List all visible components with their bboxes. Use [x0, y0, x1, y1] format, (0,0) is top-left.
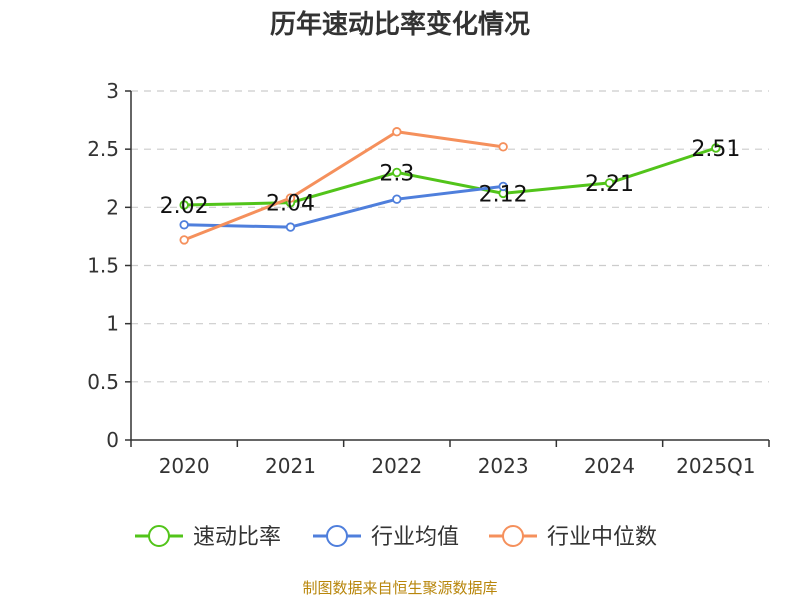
y-tick-label: 0 — [106, 428, 119, 452]
chart-title: 历年速动比率变化情况 — [270, 9, 530, 40]
axes: 0 0.5 1 1.5 2 2.5 3 2020 2021 2022 2023 2024 2025Q1 — [87, 79, 770, 478]
x-tick-label: 2025Q1 — [676, 454, 755, 478]
data-labels: 2.02 2.04 2.3 2.12 2.21 2.51 — [160, 137, 741, 219]
legend-marker — [502, 525, 524, 547]
data-point — [498, 142, 508, 152]
data-label: 2.02 — [160, 194, 209, 219]
legend-item-3: 行业中位数 — [489, 525, 657, 550]
data-point — [392, 127, 402, 137]
data-label: 2.21 — [585, 172, 634, 197]
y-tick-label: 0.5 — [87, 370, 119, 394]
data-point — [392, 167, 402, 178]
data-point — [498, 181, 508, 192]
y-tick-label: 2 — [106, 195, 119, 219]
series-line-3 — [183, 130, 504, 242]
x-tick-label: 2023 — [478, 454, 529, 478]
data-point — [285, 222, 296, 232]
data-point — [285, 193, 296, 203]
series — [179, 127, 721, 245]
y-tick-label: 2.5 — [87, 137, 119, 161]
data-label: 2.04 — [266, 192, 315, 217]
x-tick-label: 2022 — [371, 454, 422, 478]
data-label: 2.12 — [479, 182, 528, 207]
x-tick-label: 2021 — [265, 454, 316, 478]
legend-label: 速动比率 — [193, 525, 281, 550]
data-point — [179, 200, 189, 210]
legend-label: 行业中位数 — [547, 525, 657, 550]
series-line-1 — [184, 146, 717, 207]
data-point — [179, 220, 189, 230]
legend-item-2: 行业均值 — [313, 525, 459, 550]
data-label: 2.51 — [691, 137, 740, 162]
data-point — [179, 235, 189, 245]
grid — [131, 90, 769, 383]
data-point — [604, 178, 615, 188]
legend-marker — [326, 525, 348, 547]
y-tick-label: 3 — [106, 79, 119, 103]
y-tick-label: 1.5 — [87, 254, 119, 278]
x-tick-label: 2020 — [159, 454, 210, 478]
data-point — [711, 143, 721, 153]
series-line-2 — [184, 184, 504, 229]
y-tick-label: 1 — [106, 312, 119, 336]
x-tick-label: 2024 — [584, 454, 635, 478]
data-point — [392, 194, 402, 204]
source-note: 制图数据来自恒生聚源数据库 — [302, 579, 497, 597]
legend-label: 行业均值 — [371, 525, 459, 550]
legend-marker — [148, 525, 170, 547]
legend: 速动比率 行业均值 行业中位数 — [135, 525, 657, 550]
data-label: 2.3 — [379, 161, 414, 186]
legend-item-1: 速动比率 — [135, 525, 281, 550]
